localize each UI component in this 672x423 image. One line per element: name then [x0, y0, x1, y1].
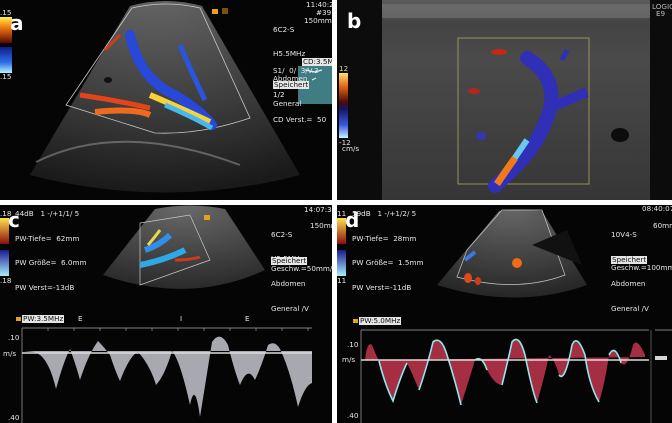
y-axis-bottom: .40 — [347, 411, 359, 420]
marker-e1: E — [78, 314, 83, 323]
gain-header: 44dB 1 -/+1/1/ 5 — [15, 209, 80, 218]
probe-info: 6C2-S H5.5MHz Abdomen General — [273, 24, 308, 109]
scale-top: 11 — [337, 209, 347, 218]
sweep-speed: Geschw.=100mm/s — [611, 263, 672, 272]
marker-e2: E — [245, 314, 250, 323]
pw-frequency: PW:5.0MHz — [359, 316, 402, 326]
saved-badge: Speichert — [271, 256, 308, 266]
cd-frequency: CD:3.5MHz — [302, 57, 332, 67]
scale-top: 12 — [339, 64, 349, 73]
pw-settings: PW-Tiefe= 62mm PW Größe= 6.0mm PW Verst=… — [15, 233, 87, 293]
scale-top: .15 — [0, 8, 12, 17]
time: 08:40:07 — [642, 205, 672, 213]
probe-icon — [204, 215, 210, 220]
scale-bottom: .18 — [0, 276, 12, 285]
pw-frequency: PW:3.5MHz — [22, 314, 65, 324]
panel-label: a — [10, 11, 24, 35]
panel-b-color-doppler: b 12 -12 cm/s LOGIQ E9 — [337, 0, 672, 200]
ultrasound-image-d — [337, 209, 672, 423]
ultrasound-image-c — [0, 205, 312, 423]
panel-label: b — [347, 9, 362, 33]
saved-badge: Speichert — [273, 80, 310, 90]
scale-bottom: -12 — [339, 138, 351, 147]
y-axis-top: .10 — [347, 340, 359, 349]
pw-settings: PW-Tiefe= 28mm PW Größe= 1.5mm PW Verst=… — [352, 233, 424, 293]
ultrasound-image-a — [0, 1, 332, 193]
y-axis-unit: m/s — [3, 349, 17, 358]
probe-icon — [212, 9, 218, 14]
scale-top: .18 — [0, 209, 12, 218]
device-name: LOGIQ — [652, 2, 672, 11]
scale-bottom: .15 — [0, 72, 12, 81]
panel-a-color-doppler: a .15 .15 11:40:27 6C2-S H5.5MHz Abdomen… — [0, 0, 332, 200]
y-axis-unit: m/s — [342, 355, 356, 364]
y-axis-bottom: .40 — [8, 413, 20, 422]
panel-label: c — [8, 208, 20, 232]
scale-bottom: 11 — [337, 276, 347, 285]
depth: 150mm — [310, 221, 332, 230]
panel-d-pw-doppler: d 11 11 59dB 1 -/+1/2/ 5 PW-Tiefe= 28mm … — [337, 205, 672, 423]
scale-unit: cm/s — [342, 144, 360, 153]
panel-label: d — [345, 208, 360, 232]
frame-number: #39 — [316, 8, 332, 17]
y-axis-top: .10 — [8, 333, 20, 342]
marker-i: I — [180, 314, 183, 323]
time: 11:40:27 — [306, 0, 332, 9]
depth: 60mm — [653, 221, 672, 230]
sweep-speed: Geschw.=50mm/s — [271, 264, 332, 273]
depth: 150mm — [304, 16, 332, 25]
panel-c-pw-doppler: c .18 .18 44dB 1 -/+1/1/ 5 PW-Tiefe= 62m… — [0, 205, 332, 423]
cd-settings: S1/ 0/ 3/V.3 1/2 CD Verst.= 50 — [273, 65, 327, 125]
ultrasound-image-b — [339, 0, 650, 200]
device-model: E9 — [656, 9, 666, 18]
time: 14:07:31 — [304, 205, 332, 214]
gain-header: 59dB 1 -/+1/2/ 5 — [352, 209, 417, 218]
saved-badge: Speichert — [611, 255, 648, 265]
